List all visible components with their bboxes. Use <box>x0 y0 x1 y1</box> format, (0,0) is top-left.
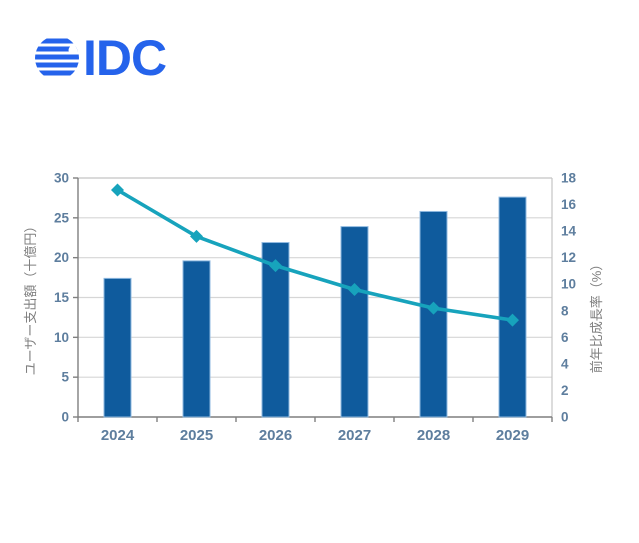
left-axis-tick-label: 10 <box>54 330 69 345</box>
right-axis-tick-label: 16 <box>561 197 577 212</box>
x-axis-label: 2024 <box>101 427 135 444</box>
left-axis-tick-label: 15 <box>54 290 70 305</box>
x-axis-label: 2025 <box>180 427 213 444</box>
left-axis-tick-label: 5 <box>61 370 69 385</box>
line-marker-2028 <box>426 301 441 315</box>
right-axis-tick-label: 14 <box>561 224 577 239</box>
right-axis-tick-label: 2 <box>561 383 569 398</box>
left-axis-tick-label: 25 <box>54 210 70 225</box>
line-marker-2025 <box>189 229 204 243</box>
bar-2025 <box>182 260 211 418</box>
right-axis-tick-label: 4 <box>561 356 569 371</box>
right-axis-tick-label: 10 <box>561 277 576 292</box>
bar-2027 <box>340 226 369 418</box>
right-axis-title: 前年比成長率（%） <box>589 258 604 374</box>
idc-logo: IDC <box>35 30 167 86</box>
x-axis-label: 2026 <box>259 427 292 444</box>
left-axis-tick-label: 20 <box>54 250 69 265</box>
x-axis-label: 2027 <box>338 427 371 444</box>
bar-2024 <box>103 277 132 418</box>
bar-2029 <box>498 196 527 418</box>
left-axis-title: ユーザー支出額（十億円） <box>23 220 38 376</box>
line-marker-2027 <box>347 283 362 297</box>
right-axis-tick-label: 18 <box>561 171 577 186</box>
x-axis-label: 2029 <box>496 427 529 444</box>
x-axis-label: 2028 <box>417 427 450 444</box>
idc-globe-icon <box>35 38 79 76</box>
right-axis-tick-label: 8 <box>561 303 569 318</box>
combo-chart: 0 5 10 15 20 25 30 2024 2025 2026 2027 2028 2029 0 2 4 6… <box>19 162 617 468</box>
growth-line <box>115 188 515 322</box>
right-axis-tick-label: 0 <box>561 410 569 425</box>
right-axis-tick-label: 6 <box>561 330 569 345</box>
right-axis-tick-label: 12 <box>561 250 576 265</box>
left-axis-tick-label: 0 <box>61 410 69 425</box>
line-marker-2026 <box>268 259 283 273</box>
left-axis-tick-label: 30 <box>54 171 69 186</box>
idc-logo-text: IDC <box>83 30 167 86</box>
